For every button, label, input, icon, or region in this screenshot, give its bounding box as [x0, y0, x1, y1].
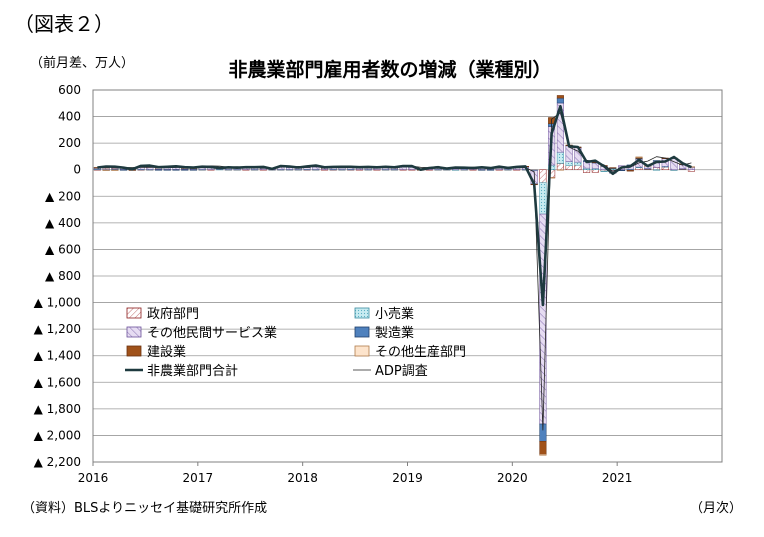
plot-frame — [92, 89, 723, 463]
legend-swatch — [354, 326, 370, 338]
bar-segment — [539, 454, 547, 456]
y-tick-label: ▲ 1,400 — [34, 349, 81, 363]
bar-segment — [111, 169, 119, 171]
legend-label: 小売業 — [375, 306, 414, 322]
bar-segment — [556, 169, 564, 171]
bar-segment — [539, 441, 547, 455]
bar-segment — [556, 97, 564, 104]
bar-segment — [565, 161, 573, 166]
bar-series — [93, 95, 695, 456]
bar-segment — [600, 170, 608, 172]
bar-segment — [181, 169, 189, 171]
bar-segment — [556, 95, 564, 99]
legend-swatch — [354, 307, 370, 319]
y-tick-label: ▲ 2,200 — [34, 455, 81, 469]
bar-segment — [652, 169, 661, 171]
bar-segment — [172, 169, 180, 171]
bar-segment — [163, 169, 171, 171]
y-tick-label: 400 — [58, 110, 81, 124]
bar-segment — [574, 164, 582, 170]
y-tick-label: 600 — [58, 83, 81, 97]
bar-segment — [635, 167, 643, 170]
figure-label: （図表２） — [14, 12, 114, 36]
legend-swatch — [126, 345, 142, 357]
x-tick-label: 2019 — [392, 471, 423, 485]
y-tick-label: ▲ 1,800 — [34, 402, 81, 416]
bar-segment — [565, 165, 573, 170]
x-tick-label: 2018 — [287, 471, 318, 485]
bar-segment — [539, 169, 547, 183]
legend-label: 建設業 — [147, 344, 186, 360]
bar-segment — [556, 163, 564, 170]
y-tick-label: ▲ 2,000 — [34, 428, 81, 442]
y-tick-label: 200 — [58, 136, 81, 150]
x-tick-label: 2017 — [183, 471, 214, 485]
y-tick-label: ▲ 1,600 — [34, 375, 81, 389]
y-tick-label: ▲ 200 — [45, 189, 81, 203]
bar-segment — [154, 169, 163, 171]
bar-segment — [478, 169, 486, 171]
y-tick-label: ▲ 600 — [45, 242, 81, 256]
y-tick-label: ▲ 800 — [45, 269, 81, 283]
y-tick-label: 0 — [73, 163, 81, 177]
y-tick-label: ▲ 1,000 — [34, 296, 81, 310]
series-line — [97, 104, 692, 307]
y-tick-label: ▲ 1,200 — [34, 322, 81, 336]
bar-segment — [652, 167, 661, 170]
y-axis-ticks: 600 400 200 0 ▲ 200 ▲ 400 ▲ 600 ▲ 800 ▲ 1,000 ▲ 1… — [34, 83, 81, 469]
bar-segment — [539, 182, 547, 215]
legend-label: 政府部門 — [147, 307, 199, 322]
y-tick-label: ▲ 400 — [45, 216, 81, 230]
bar-segment — [635, 156, 643, 158]
bar-segment — [661, 166, 669, 170]
legend-swatch — [126, 326, 142, 338]
legend-label: ADP調査 — [375, 364, 428, 379]
legend-label: 製造業 — [375, 325, 414, 341]
source-note: （資料）BLSよりニッセイ基礎研究所作成 — [22, 501, 268, 516]
x-tick-label: 2021 — [602, 471, 633, 485]
bar-segment — [574, 161, 582, 166]
x-tick-label: 2016 — [78, 471, 109, 485]
bar-segment — [583, 169, 591, 173]
legend-label: その他民間サービス業 — [147, 325, 277, 341]
bar-segment — [626, 170, 634, 172]
bar-segment — [609, 167, 617, 169]
chart-title: 非農業部門雇用者数の増減（業種別） — [228, 59, 552, 81]
legend-label: 非農業部門合計 — [147, 363, 238, 379]
bar-segment — [591, 162, 599, 169]
line-series — [97, 104, 692, 431]
unit-label: （前月差、万人） — [30, 56, 135, 71]
x-tick-label: 2020 — [497, 471, 528, 485]
gridlines — [93, 89, 722, 463]
legend-swatch — [126, 307, 142, 319]
bar-segment — [102, 169, 110, 171]
bar-segment — [486, 169, 495, 171]
bar-segment — [556, 151, 564, 164]
bar-segment — [120, 169, 128, 171]
legend-swatch — [354, 345, 370, 357]
legend-label: その他生産部門 — [375, 344, 466, 360]
bar-segment — [591, 169, 599, 173]
bar-segment — [189, 169, 197, 171]
x-axis-ticks: 2016 2017 2018 2019 2020 2021 — [78, 462, 633, 485]
x-unit-label: （月次） — [690, 501, 743, 516]
